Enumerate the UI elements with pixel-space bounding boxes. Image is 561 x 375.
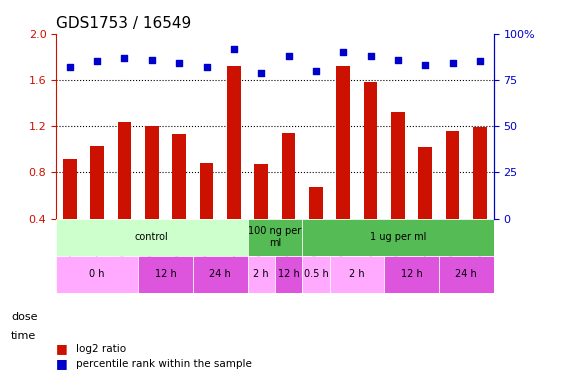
Text: log2 ratio: log2 ratio	[76, 344, 126, 354]
Text: percentile rank within the sample: percentile rank within the sample	[76, 359, 252, 369]
Text: 0.5 h: 0.5 h	[304, 269, 328, 279]
Bar	[446, 131, 459, 219]
Text: dose: dose	[11, 312, 38, 322]
Point	[120, 55, 129, 61]
Bar	[473, 128, 487, 219]
Text: 12 h: 12 h	[278, 269, 300, 279]
Point	[229, 45, 238, 51]
FancyBboxPatch shape	[439, 255, 494, 292]
FancyBboxPatch shape	[56, 219, 247, 255]
FancyBboxPatch shape	[138, 255, 193, 292]
Point	[174, 60, 183, 66]
Bar	[145, 126, 159, 219]
Point	[448, 60, 457, 66]
Point	[366, 53, 375, 59]
Point	[421, 62, 430, 68]
FancyBboxPatch shape	[384, 255, 439, 292]
Text: 24 h: 24 h	[209, 269, 231, 279]
Bar	[200, 163, 213, 219]
FancyBboxPatch shape	[302, 255, 330, 292]
Point	[65, 64, 74, 70]
Text: 0 h: 0 h	[89, 269, 105, 279]
Point	[311, 68, 320, 74]
Text: 100 ng per
ml: 100 ng per ml	[249, 226, 301, 248]
FancyBboxPatch shape	[275, 255, 302, 292]
Point	[476, 58, 485, 64]
Bar	[254, 164, 268, 219]
Text: 1 ug per ml: 1 ug per ml	[370, 232, 426, 242]
Bar	[63, 159, 77, 219]
Bar	[364, 82, 378, 219]
Text: 12 h: 12 h	[155, 269, 176, 279]
Bar	[90, 146, 104, 219]
FancyBboxPatch shape	[330, 255, 384, 292]
Bar	[172, 134, 186, 219]
Text: ■: ■	[56, 357, 68, 370]
FancyBboxPatch shape	[247, 219, 302, 255]
Point	[339, 49, 348, 55]
FancyBboxPatch shape	[193, 255, 247, 292]
Text: control: control	[135, 232, 169, 242]
Text: 12 h: 12 h	[401, 269, 422, 279]
Point	[393, 57, 402, 63]
Point	[93, 58, 102, 64]
Bar	[337, 66, 350, 219]
Point	[257, 70, 266, 76]
Point	[148, 57, 157, 63]
Bar	[118, 122, 131, 219]
Text: 2 h: 2 h	[349, 269, 365, 279]
Bar	[419, 147, 432, 219]
Point	[202, 64, 211, 70]
Bar	[282, 133, 296, 219]
FancyBboxPatch shape	[56, 255, 138, 292]
Text: time: time	[11, 331, 36, 340]
FancyBboxPatch shape	[302, 219, 494, 255]
Text: GDS1753 / 16549: GDS1753 / 16549	[56, 16, 191, 31]
Point	[284, 53, 293, 59]
Bar	[309, 188, 323, 219]
Text: ■: ■	[56, 342, 68, 355]
Text: 24 h: 24 h	[456, 269, 477, 279]
Bar	[391, 112, 405, 219]
Text: 2 h: 2 h	[254, 269, 269, 279]
Bar	[227, 66, 241, 219]
FancyBboxPatch shape	[247, 255, 275, 292]
